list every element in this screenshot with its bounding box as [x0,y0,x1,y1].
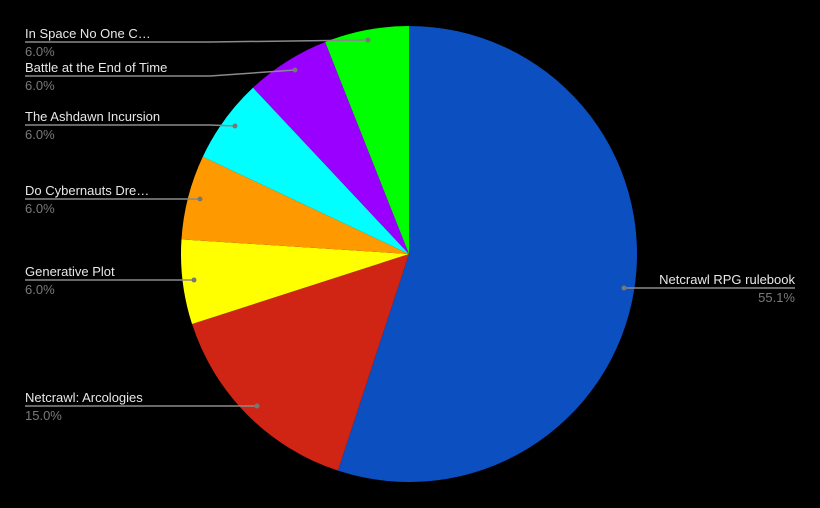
leader-line-4 [25,124,236,127]
leader-dot-1 [254,403,260,409]
slice-percent-4: 6.0% [25,127,55,142]
pie-slice-2[interactable] [181,239,409,325]
pie-slice-6[interactable] [325,26,409,254]
slice-label-0: Netcrawl RPG rulebook [659,272,795,287]
slice-percent-5: 6.0% [25,78,55,93]
slice-label-6: In Space No One C… [25,26,151,41]
pie-slice-1[interactable] [192,254,409,471]
leader-dot-3 [197,196,203,202]
slice-label-4: The Ashdawn Incursion [25,109,161,124]
slice-label-2: Generative Plot [25,264,115,279]
pie-slice-3[interactable] [181,156,409,254]
leader-dot-6 [365,37,371,43]
pie-slice-4[interactable] [202,87,409,254]
slice-label-1: Netcrawl: Arcologies [25,390,143,405]
slice-percent-3: 6.0% [25,201,55,216]
slice-percent-1: 15.0% [25,408,62,423]
leader-dot-5 [292,67,298,73]
slice-label-3: Do Cybernauts Dre… [25,183,150,198]
slice-label-5: Battle at the End of Time [25,60,168,75]
leader-line-5 [25,69,296,77]
leader-dot-0 [621,285,627,291]
leader-line-6 [25,39,369,43]
pie-slice-0[interactable] [337,26,637,483]
slice-percent-0: 55.1% [758,290,795,305]
slice-percent-6: 6.0% [25,44,55,59]
pie-slice-5[interactable] [253,41,409,254]
slice-percent-2: 6.0% [25,282,55,297]
leader-dot-2 [191,277,197,283]
leader-dot-4 [232,123,238,129]
